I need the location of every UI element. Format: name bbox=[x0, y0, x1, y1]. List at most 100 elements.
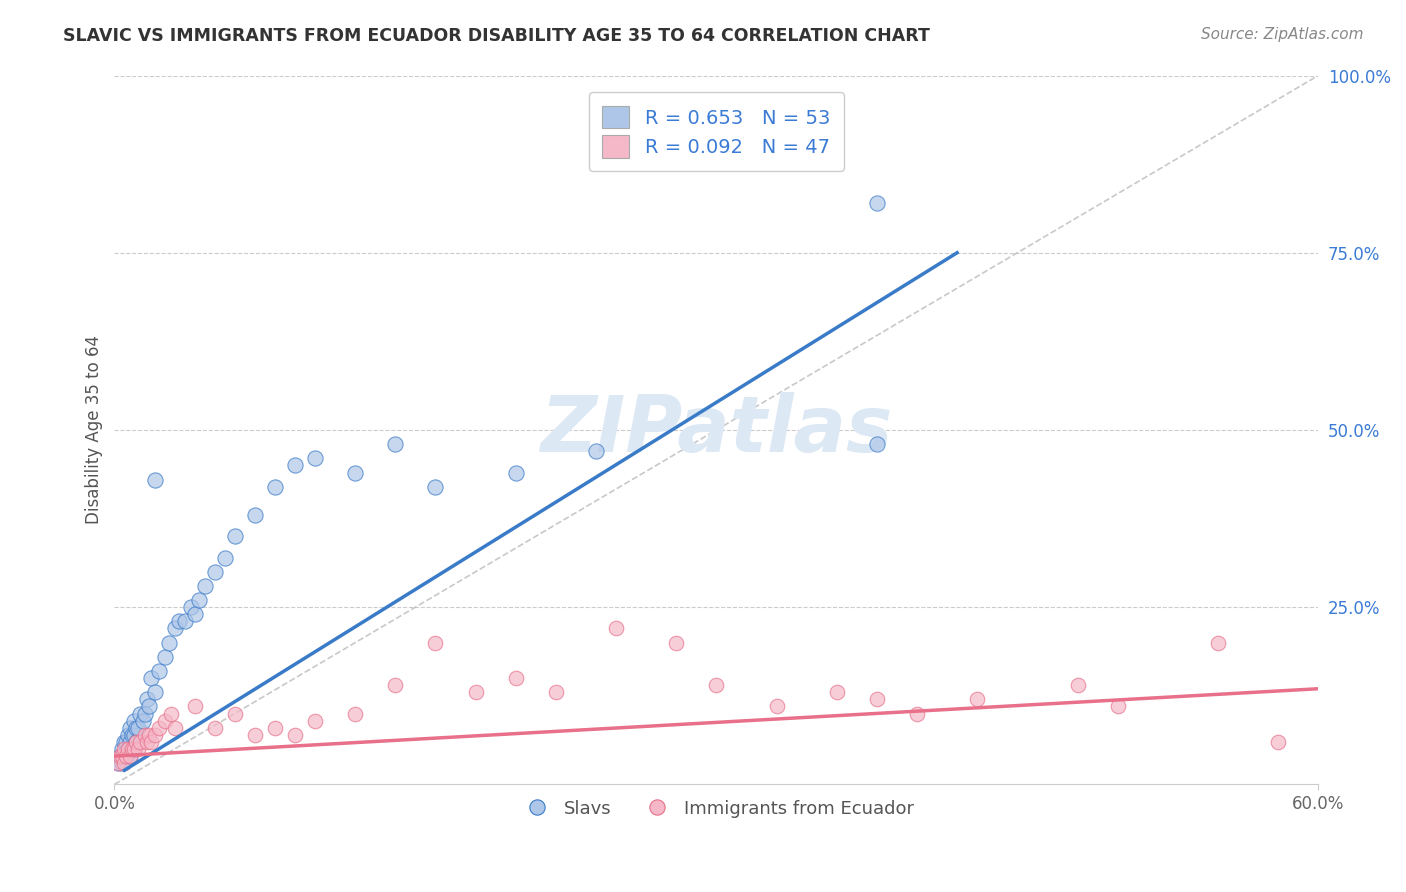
Point bbox=[129, 706, 152, 721]
Point bbox=[120, 749, 142, 764]
Point bbox=[505, 671, 527, 685]
Point bbox=[704, 678, 727, 692]
Point bbox=[544, 685, 567, 699]
Point bbox=[765, 699, 787, 714]
Text: SLAVIC VS IMMIGRANTS FROM ECUADOR DISABILITY AGE 35 TO 64 CORRELATION CHART: SLAVIC VS IMMIGRANTS FROM ECUADOR DISABI… bbox=[63, 27, 931, 45]
Point bbox=[134, 728, 156, 742]
Point bbox=[115, 749, 138, 764]
Point bbox=[167, 615, 190, 629]
Point bbox=[135, 735, 157, 749]
Point bbox=[131, 714, 153, 728]
Point bbox=[204, 721, 226, 735]
Point bbox=[135, 692, 157, 706]
Point bbox=[111, 742, 134, 756]
Point bbox=[966, 692, 988, 706]
Point bbox=[124, 728, 146, 742]
Point bbox=[115, 735, 138, 749]
Point bbox=[224, 529, 246, 543]
Point bbox=[120, 749, 142, 764]
Point bbox=[124, 714, 146, 728]
Point bbox=[183, 607, 205, 622]
Point bbox=[121, 742, 143, 756]
Point bbox=[125, 735, 148, 749]
Point bbox=[284, 728, 307, 742]
Point bbox=[125, 735, 148, 749]
Point bbox=[129, 735, 152, 749]
Point bbox=[173, 615, 195, 629]
Point bbox=[905, 706, 928, 721]
Point bbox=[139, 671, 162, 685]
Point bbox=[110, 749, 132, 764]
Point bbox=[111, 756, 134, 771]
Point bbox=[148, 664, 170, 678]
Point bbox=[344, 706, 367, 721]
Text: ZIPatlas: ZIPatlas bbox=[540, 392, 893, 468]
Point bbox=[124, 742, 146, 756]
Point bbox=[194, 579, 217, 593]
Point bbox=[110, 749, 132, 764]
Point bbox=[114, 735, 136, 749]
Point bbox=[120, 721, 142, 735]
Point bbox=[243, 508, 266, 522]
Point bbox=[153, 714, 176, 728]
Point bbox=[1066, 678, 1088, 692]
Point bbox=[143, 685, 166, 699]
Point bbox=[117, 728, 139, 742]
Point bbox=[505, 466, 527, 480]
Point bbox=[121, 742, 143, 756]
Point bbox=[214, 550, 236, 565]
Point bbox=[143, 473, 166, 487]
Point bbox=[120, 735, 142, 749]
Point bbox=[866, 196, 889, 211]
Legend: Slavs, Immigrants from Ecuador: Slavs, Immigrants from Ecuador bbox=[512, 793, 921, 825]
Point bbox=[264, 721, 287, 735]
Point bbox=[264, 480, 287, 494]
Text: Source: ZipAtlas.com: Source: ZipAtlas.com bbox=[1201, 27, 1364, 42]
Point bbox=[127, 721, 149, 735]
Point bbox=[148, 721, 170, 735]
Point bbox=[163, 622, 186, 636]
Point bbox=[183, 699, 205, 714]
Point bbox=[464, 685, 486, 699]
Point bbox=[866, 692, 889, 706]
Point bbox=[157, 635, 180, 649]
Point bbox=[124, 742, 146, 756]
Point bbox=[180, 600, 202, 615]
Point bbox=[159, 706, 181, 721]
Point bbox=[204, 565, 226, 579]
Point bbox=[117, 742, 139, 756]
Point bbox=[1107, 699, 1129, 714]
Point bbox=[224, 706, 246, 721]
Point bbox=[425, 480, 447, 494]
Point bbox=[585, 444, 607, 458]
Point bbox=[384, 678, 406, 692]
Point bbox=[163, 721, 186, 735]
Point bbox=[825, 685, 848, 699]
Point bbox=[114, 749, 136, 764]
Point bbox=[121, 728, 143, 742]
Point bbox=[187, 593, 209, 607]
Point bbox=[139, 735, 162, 749]
Point bbox=[866, 437, 889, 451]
Point bbox=[115, 749, 138, 764]
Point bbox=[125, 721, 148, 735]
Point bbox=[304, 451, 326, 466]
Point bbox=[107, 756, 129, 771]
Point bbox=[243, 728, 266, 742]
Point bbox=[425, 635, 447, 649]
Point bbox=[127, 742, 149, 756]
Point bbox=[605, 622, 627, 636]
Point bbox=[1206, 635, 1229, 649]
Point bbox=[1267, 735, 1289, 749]
Point bbox=[111, 749, 134, 764]
Point bbox=[138, 728, 160, 742]
Point bbox=[384, 437, 406, 451]
Point bbox=[117, 742, 139, 756]
Point bbox=[153, 649, 176, 664]
Point bbox=[107, 756, 129, 771]
Point bbox=[665, 635, 688, 649]
Point bbox=[138, 699, 160, 714]
Point bbox=[114, 742, 136, 756]
Point bbox=[344, 466, 367, 480]
Point bbox=[114, 756, 136, 771]
